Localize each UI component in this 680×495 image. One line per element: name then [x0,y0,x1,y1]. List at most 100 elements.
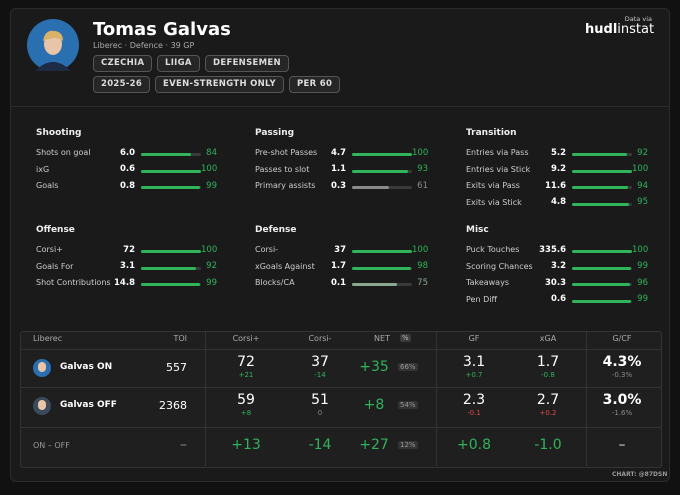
row-line [21,387,661,388]
stat-pct: 100 [201,164,218,174]
cell-value: 2.3 [462,392,486,408]
column-header: NET [374,334,390,343]
stat-pct: 75 [417,277,428,288]
bar [572,283,630,286]
player-meta: Liberec · Defence · 39 GP [93,41,195,50]
bar [572,250,632,253]
stat-label: Entries via Stick [466,164,531,174]
cell-value: +35 [359,358,389,375]
stat-pct: 92 [637,147,648,158]
stat-pct: 94 [637,180,648,191]
cell-delta: -14 [314,371,326,379]
bar [352,153,412,156]
stat-pct: 93 [417,164,428,174]
group-title: Shooting [36,128,82,138]
tag: LIIGA [157,55,200,72]
cell-value: – [618,436,626,453]
stat-label: xGoals Against [255,261,315,271]
player-name: Tomas Galvas [93,19,231,40]
stat-label: Primary assists [255,181,316,190]
group-title: Offense [36,225,75,235]
table-team: Liberec [33,334,63,343]
stat-pct: 96 [637,277,648,288]
stat-value: 1.1 [330,164,346,174]
stat-label: Exits via Stick [466,197,522,207]
stat-label: Passes to slot [255,164,310,174]
cell-value: +27 [359,436,389,453]
stat-pct: 99 [637,261,648,271]
cell-delta: +8 [240,409,252,417]
avatar [27,19,79,71]
footer: CHART: @87DSN [612,471,668,478]
stat-label: Pen Diff [466,294,497,304]
bar [141,283,201,286]
stat-pct: 84 [206,147,217,158]
col-line [586,332,587,466]
cell-value: 557 [166,360,187,374]
group-title: Misc [466,225,489,235]
divider [10,106,670,107]
bar [572,153,628,156]
cell-delta: -0.8 [541,371,555,379]
stat-label: Scoring Chances [466,261,533,271]
bar [352,283,397,286]
stat-value: 30.3 [545,277,566,288]
cell-delta: -0.3% [611,371,633,379]
cell-value: +0.8 [457,436,491,453]
bar [572,186,629,189]
source-label: Data via [624,15,652,23]
cell-value: 72 [237,354,255,370]
bar [352,250,412,253]
cell-value: -14 [308,436,332,453]
stat-label: Takeaways [466,278,509,287]
cell-value: 37 [311,354,329,370]
logo-bold: hudl [585,22,618,37]
stat-value: 335.6 [539,244,566,255]
bar [352,266,411,270]
tag: EVEN-STRENGTH ONLY [155,76,284,93]
row-line [21,349,661,350]
stat-label: Exits via Pass [466,181,520,190]
row-name: Galvas OFF [60,400,117,410]
cell-value: +8 [363,396,385,413]
cell-badge: 66% [398,363,418,371]
bar [141,153,192,156]
cell-value: 2.7 [536,392,560,408]
stat-label: Goals [36,181,59,190]
tag: PER 60 [289,76,341,93]
column-header: xGA [539,334,557,343]
stat-pct: 100 [201,244,218,255]
pct-badge: % [400,334,411,342]
stat-label: Blocks/CA [255,278,295,287]
row-line [21,427,661,428]
stat-pct: 99 [637,294,648,304]
stat-value: 5.2 [550,147,566,158]
stat-value: 0.6 [550,294,566,304]
row-name: ON – OFF [33,441,70,450]
source-logo: hudl instat [585,22,654,37]
bar [141,266,197,270]
column-header: G/CF [612,334,632,343]
stat-label: Puck Touches [466,245,520,254]
col-line [436,332,437,466]
column-header: Corsi- [308,334,332,343]
bar [572,299,632,303]
bar [141,250,201,253]
stat-label: Shot Contributions [36,278,111,287]
stat-pct: 100 [412,147,429,158]
stat-label: Entries via Pass [466,148,529,157]
stat-value: 0.3 [330,180,346,191]
stat-value: 0.8 [119,180,135,191]
cell-delta: -0.1 [467,409,481,417]
stat-value: 6.0 [119,147,135,158]
stat-label: Goals For [36,261,74,271]
stat-value: 3.2 [550,261,566,271]
cell-value: 3.1 [462,354,486,370]
cell-value: 3.0% [602,392,642,408]
tag: 2025-26 [93,76,151,93]
stat-value: 72 [123,244,135,255]
cell-value: 4.3% [602,354,642,370]
bar [352,186,389,189]
cell-value: 2368 [159,398,187,412]
group-title: Transition [466,128,517,138]
